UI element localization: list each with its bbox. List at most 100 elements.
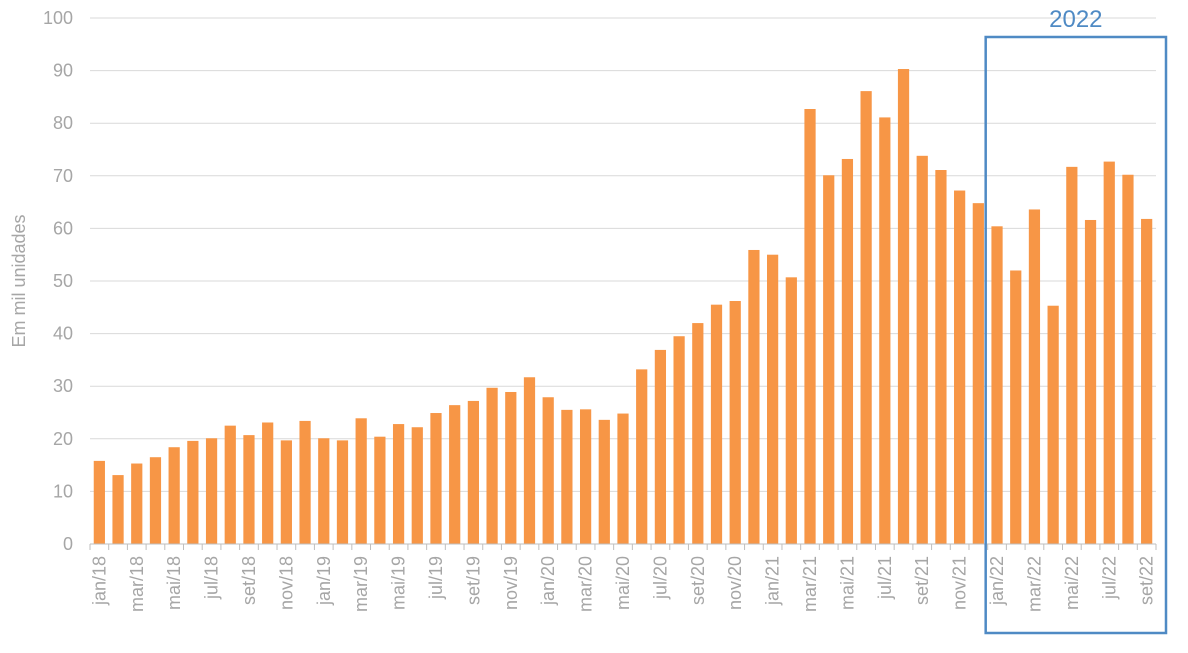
x-tick-label: mar/19	[351, 556, 371, 612]
bar	[654, 349, 667, 544]
x-tick-label: jul/18	[202, 556, 222, 600]
bar	[505, 391, 517, 544]
bar	[598, 419, 610, 544]
y-tick-label: 20	[53, 429, 73, 449]
bar	[112, 475, 124, 544]
bar	[1066, 166, 1078, 545]
x-tick-label: jan/19	[314, 556, 334, 606]
y-axis-ticks: 0 10 20 30 40 50 60 70 80 90 100	[43, 8, 73, 554]
bar	[336, 440, 349, 544]
x-tick-label: nov/20	[725, 556, 745, 610]
bar	[1010, 270, 1022, 544]
x-tick-label: nov/19	[501, 556, 521, 610]
bar	[748, 249, 760, 544]
highlight-box	[984, 35, 1168, 635]
bar	[1028, 209, 1041, 544]
bar	[374, 436, 386, 544]
x-tick-label: jan/21	[763, 556, 783, 606]
y-tick-label: 0	[63, 534, 73, 554]
bar	[954, 190, 966, 544]
bar	[168, 447, 180, 544]
x-tick-label: jul/22	[1099, 556, 1119, 600]
x-tick-label: mai/20	[613, 556, 633, 610]
bar	[804, 109, 816, 544]
bar	[131, 463, 143, 544]
x-tick-label: set/22	[1137, 556, 1157, 605]
bars	[93, 69, 1153, 545]
bar	[673, 336, 685, 544]
y-tick-label: 70	[53, 166, 73, 186]
bar	[523, 377, 536, 544]
x-tick-label: jan/22	[987, 556, 1007, 606]
bar	[1122, 174, 1134, 544]
y-tick-label: 60	[53, 218, 73, 238]
y-tick-label: 50	[53, 271, 73, 291]
bar	[916, 155, 928, 544]
x-tick-label: jan/20	[538, 556, 558, 606]
bar	[243, 435, 255, 544]
bar	[318, 438, 330, 544]
highlight-label: 2022	[1049, 6, 1102, 33]
x-tick-label: jul/20	[650, 556, 670, 600]
x-tick-label: jul/19	[426, 556, 446, 600]
bar	[860, 91, 872, 545]
bar	[897, 69, 910, 545]
x-tick-label: mai/18	[164, 556, 184, 610]
bar	[542, 397, 554, 544]
highlight-annotation: 2022	[984, 6, 1168, 635]
bar	[1141, 218, 1153, 544]
x-tick-label: mar/21	[800, 556, 820, 612]
x-tick-label: jan/18	[89, 556, 109, 606]
x-tick-label: nov/18	[276, 556, 296, 610]
bar	[486, 387, 498, 544]
bar	[617, 413, 629, 544]
bar	[93, 460, 105, 544]
x-tick-label: set/19	[463, 556, 483, 605]
bar	[561, 409, 573, 544]
bar	[579, 409, 592, 544]
x-tick-label: mai/21	[837, 556, 857, 610]
bar	[411, 427, 423, 544]
y-tick-label: 10	[53, 481, 73, 501]
bar	[1084, 219, 1097, 545]
bar	[355, 418, 367, 544]
bar	[449, 405, 461, 544]
x-tick-label: jul/21	[875, 556, 895, 600]
y-tick-label: 40	[53, 324, 73, 344]
bar	[636, 369, 648, 544]
bar	[187, 440, 199, 544]
bar	[710, 304, 723, 544]
bar	[392, 424, 405, 544]
bar	[299, 420, 311, 544]
bar	[280, 440, 292, 544]
bar	[262, 422, 274, 544]
bar	[879, 117, 891, 544]
bar	[785, 277, 797, 544]
bar	[467, 400, 479, 544]
bar	[205, 438, 218, 544]
bar	[991, 226, 1003, 545]
x-tick-label: mai/19	[389, 556, 409, 610]
bar	[692, 323, 704, 544]
y-axis-title: Em mil unidades	[9, 214, 29, 347]
bar	[935, 170, 947, 544]
bar	[841, 158, 854, 544]
bar	[823, 175, 835, 544]
bar	[1103, 161, 1115, 544]
x-axis	[89, 543, 1157, 550]
y-tick-label: 100	[43, 8, 73, 28]
x-tick-label: set/20	[688, 556, 708, 605]
bar	[972, 203, 984, 544]
bar	[1047, 305, 1059, 544]
x-tick-label: mar/20	[576, 556, 596, 612]
x-tick-label: mai/22	[1062, 556, 1082, 610]
x-axis-ticks: jan/18 mar/18 mai/18 jul/18 set/18 nov/18 jan/…	[89, 556, 1156, 612]
y-tick-label: 90	[53, 61, 73, 81]
x-tick-label: mar/22	[1024, 556, 1044, 612]
y-tick-label: 80	[53, 113, 73, 133]
y-tick-label: 30	[53, 376, 73, 396]
bar	[224, 425, 236, 544]
bar	[430, 413, 442, 544]
bar	[149, 457, 162, 544]
bar	[729, 300, 741, 544]
